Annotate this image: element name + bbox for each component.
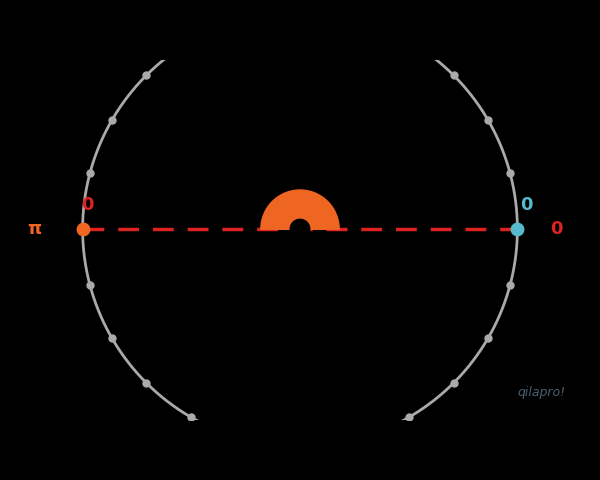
Polygon shape [290,219,310,239]
Text: π: π [28,220,42,238]
Text: 0: 0 [520,196,532,214]
Text: 0: 0 [550,220,563,238]
Polygon shape [261,190,339,229]
Text: qilapro!: qilapro! [517,386,565,399]
Text: 0: 0 [81,196,93,214]
